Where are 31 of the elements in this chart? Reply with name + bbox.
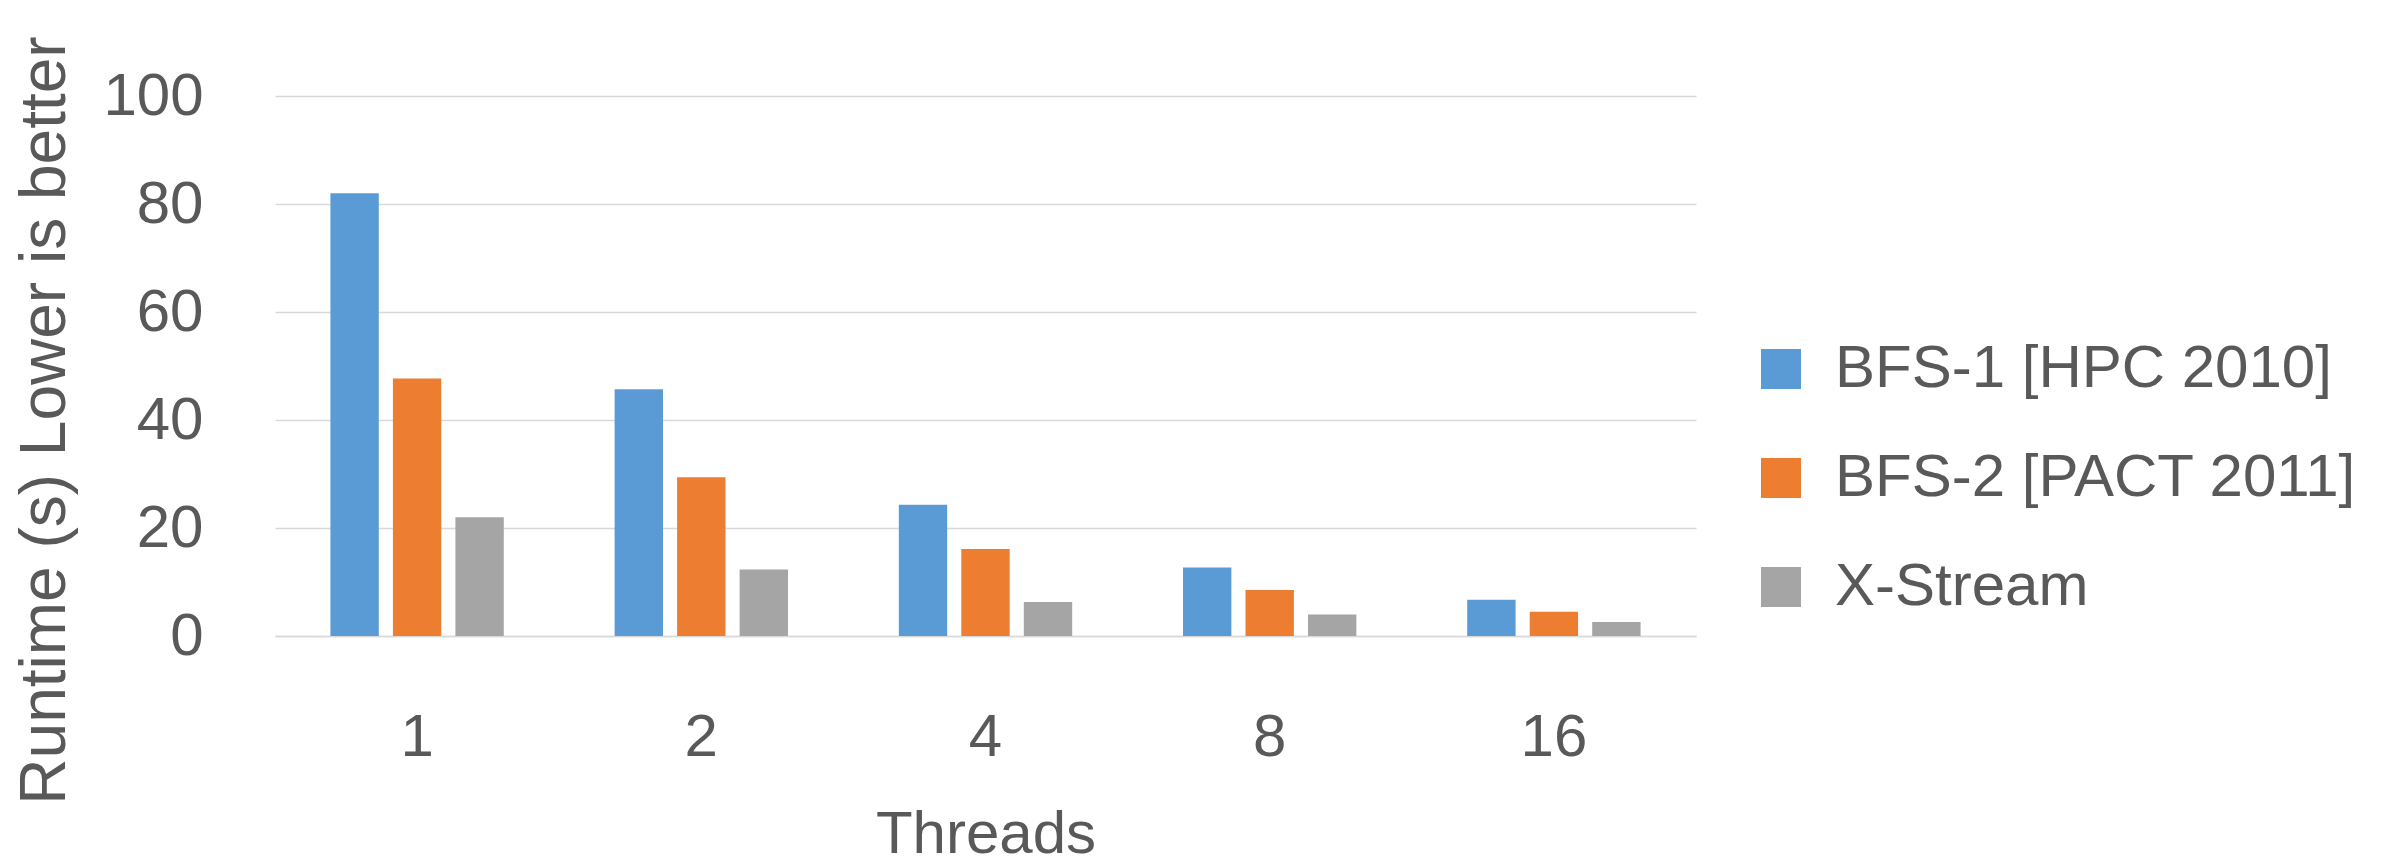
y-tick-label: 20 xyxy=(136,492,204,560)
legend-label: X-Stream xyxy=(1835,551,2089,618)
bar xyxy=(1245,590,1294,636)
bar xyxy=(1529,611,1579,636)
x-tick-label: 4 xyxy=(968,701,1003,769)
y-tick-label: 60 xyxy=(136,276,204,344)
legend-label: BFS-1 [HPC 2010] xyxy=(1835,333,2332,400)
bar xyxy=(614,389,663,636)
bar xyxy=(677,477,726,636)
x-axis-title: Threads xyxy=(875,798,1097,860)
bar xyxy=(1308,614,1357,636)
bar xyxy=(898,504,948,636)
bar xyxy=(1467,599,1516,636)
x-tick-label: 2 xyxy=(684,701,718,769)
y-axis-title: Runtime (s) Lower is better xyxy=(6,36,79,805)
bar xyxy=(739,569,788,636)
bar xyxy=(330,193,379,636)
legend-label: BFS-2 [PACT 2011] xyxy=(1835,442,2356,509)
x-tick-label: 8 xyxy=(1253,701,1287,769)
bar xyxy=(1183,567,1232,636)
bar xyxy=(1023,601,1073,636)
y-tick-label: 0 xyxy=(170,600,204,668)
bar xyxy=(455,517,504,636)
x-tick-label: 16 xyxy=(1520,701,1588,769)
y-tick-label: 100 xyxy=(103,60,204,128)
bar xyxy=(1592,621,1641,636)
y-tick-label: 40 xyxy=(136,384,204,452)
x-tick-label: 1 xyxy=(400,701,434,769)
bar xyxy=(961,549,1010,636)
y-tick-label: 80 xyxy=(136,168,204,236)
bar xyxy=(392,378,442,636)
